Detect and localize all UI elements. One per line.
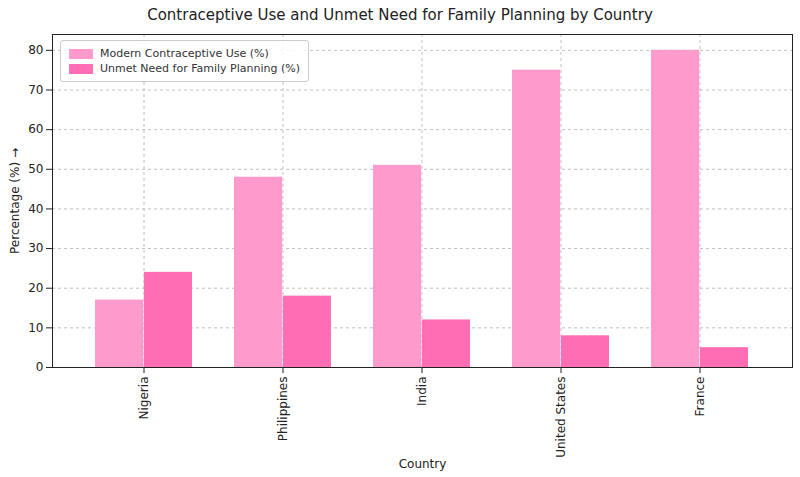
svg-text:United States: United States (554, 377, 568, 458)
svg-text:80: 80 (28, 43, 43, 57)
html-text:Unmet Need for Family Planning: Unmet Need for Family Planning (%) (100, 62, 300, 75)
html-text:Modern Contraceptive Use (%): Modern Contraceptive Use (%) (100, 47, 269, 60)
svg-text:India: India (415, 377, 429, 406)
svg-text:Nigeria: Nigeria (137, 377, 151, 420)
svg-text:Percentage (%) →: Percentage (%) → (8, 148, 22, 254)
svg-text:70: 70 (28, 83, 43, 97)
svg-text:30: 30 (28, 241, 43, 255)
svg-text:10: 10 (28, 321, 43, 335)
svg-text:60: 60 (28, 122, 43, 136)
svg-text:0: 0 (36, 360, 44, 374)
html-text:Contraceptive Use and Unmet Ne: Contraceptive Use and Unmet Need for Fam… (147, 6, 653, 24)
svg-text:Philippines: Philippines (276, 377, 290, 442)
svg-text:40: 40 (28, 202, 43, 216)
svg-text:20: 20 (28, 281, 43, 295)
svg-text:50: 50 (28, 162, 43, 176)
svg-text:France: France (693, 377, 707, 417)
svg-text:Country: Country (399, 457, 447, 471)
